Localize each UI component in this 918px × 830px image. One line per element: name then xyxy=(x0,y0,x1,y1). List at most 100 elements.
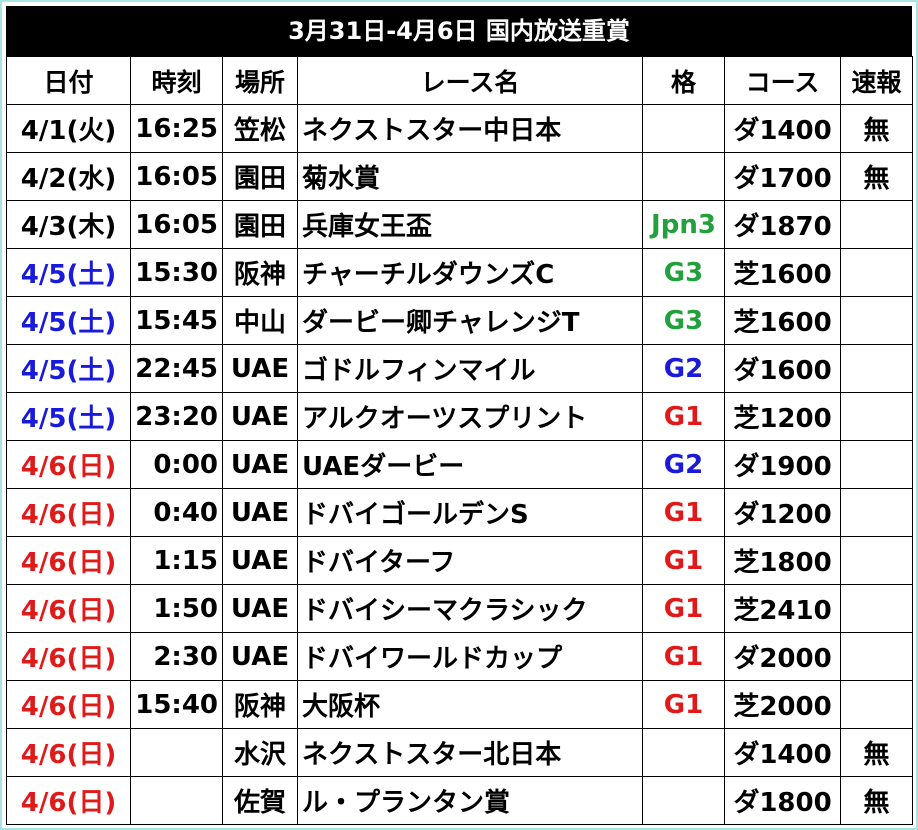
course-cell: ダ1900 xyxy=(724,440,841,489)
venue-cell: UAE xyxy=(222,440,298,489)
race-cell: 兵庫女王盃 xyxy=(297,200,643,249)
table-row: 4/3(木) 16:05 園田 兵庫女王盃 Jpn3 ダ1870 xyxy=(6,200,913,249)
grade-cell: G1 xyxy=(642,536,725,585)
venue-cell: 水沢 xyxy=(222,728,298,777)
note-cell xyxy=(840,296,913,345)
note-cell: 無 xyxy=(840,104,913,153)
venue-cell: UAE xyxy=(222,488,298,537)
course-cell: ダ1600 xyxy=(724,344,841,393)
time-cell: 22:45 xyxy=(130,344,223,393)
grade-cell: G1 xyxy=(642,488,725,537)
table-row: 4/6(日) 1:50 UAE ドバイシーマクラシック G1 芝2410 xyxy=(6,584,913,633)
venue-cell: UAE xyxy=(222,536,298,585)
date-cell: 4/6(日) xyxy=(6,728,131,777)
course-cell: ダ1870 xyxy=(724,200,841,249)
date-cell: 4/5(土) xyxy=(6,344,131,393)
table-row: 4/6(日) 0:00 UAE UAEダービー G2 ダ1900 xyxy=(6,440,913,489)
time-cell: 15:30 xyxy=(130,248,223,297)
race-cell: 菊水賞 xyxy=(297,152,643,201)
note-cell: 無 xyxy=(840,728,913,777)
header-cell: 日付 xyxy=(6,56,131,105)
grade-cell: G1 xyxy=(642,680,725,729)
grade-cell xyxy=(642,152,725,201)
time-cell: 16:25 xyxy=(130,104,223,153)
grade-cell xyxy=(642,104,725,153)
note-cell xyxy=(840,536,913,585)
header-cell: 場所 xyxy=(222,56,298,105)
course-cell: 芝1800 xyxy=(724,536,841,585)
note-cell xyxy=(840,632,913,681)
venue-cell: 笠松 xyxy=(222,104,298,153)
course-cell: ダ2000 xyxy=(724,632,841,681)
race-cell: ドバイゴールデンS xyxy=(297,488,643,537)
grade-cell xyxy=(642,728,725,777)
table-row: 4/6(日) 2:30 UAE ドバイワールドカップ G1 ダ2000 xyxy=(6,632,913,681)
note-cell xyxy=(840,392,913,441)
grade-cell: Jpn3 xyxy=(642,200,725,249)
table-body: 4/1(火) 16:25 笠松 ネクストスター中日本 ダ1400 無 4/2(水) 16:05… xyxy=(6,104,913,825)
course-cell: ダ1200 xyxy=(724,488,841,537)
table-row: 4/6(日) 15:40 阪神 大阪杯 G1 芝2000 xyxy=(6,680,913,729)
title: 3月31日-4月6日 国内放送重賞 xyxy=(6,6,912,56)
date-cell: 4/6(日) xyxy=(6,680,131,729)
table-row: 4/2(水) 16:05 園田 菊水賞 ダ1700 無 xyxy=(6,152,913,201)
note-cell xyxy=(840,584,913,633)
race-cell: ル・プランタン賞 xyxy=(297,776,643,825)
table-row: 4/6(日) 0:40 UAE ドバイゴールデンS G1 ダ1200 xyxy=(6,488,913,537)
venue-cell: UAE xyxy=(222,392,298,441)
table-row: 4/6(日) 1:15 UAE ドバイターフ G1 芝1800 xyxy=(6,536,913,585)
table-row: 4/1(火) 16:25 笠松 ネクストスター中日本 ダ1400 無 xyxy=(6,104,913,153)
table-row: 4/5(土) 22:45 UAE ゴドルフィンマイル G2 ダ1600 xyxy=(6,344,913,393)
header-cell: 速報 xyxy=(840,56,913,105)
date-cell: 4/3(木) xyxy=(6,200,131,249)
header-cell: 時刻 xyxy=(130,56,223,105)
grade-cell: G3 xyxy=(642,248,725,297)
race-cell: アルクオーツスプリント xyxy=(297,392,643,441)
grade-cell: G3 xyxy=(642,296,725,345)
header-cell: レース名 xyxy=(297,56,643,105)
race-cell: ダービー卿チャレンジT xyxy=(297,296,643,345)
note-cell xyxy=(840,248,913,297)
note-cell: 無 xyxy=(840,776,913,825)
date-cell: 4/2(水) xyxy=(6,152,131,201)
header-row: 日付 時刻 場所 レース名格コース 速報 xyxy=(6,56,913,105)
course-cell: 芝1600 xyxy=(724,248,841,297)
time-cell: 15:40 xyxy=(130,680,223,729)
grade-cell: G1 xyxy=(642,392,725,441)
grade-cell: G2 xyxy=(642,440,725,489)
venue-cell: 阪神 xyxy=(222,248,298,297)
date-cell: 4/6(日) xyxy=(6,440,131,489)
time-cell: 0:00 xyxy=(130,440,223,489)
venue-cell: 阪神 xyxy=(222,680,298,729)
header-cell: 格 xyxy=(642,56,725,105)
note-cell xyxy=(840,680,913,729)
note-cell xyxy=(840,488,913,537)
course-cell: ダ1400 xyxy=(724,104,841,153)
venue-cell: 中山 xyxy=(222,296,298,345)
table-row: 4/5(土) 15:45 中山 ダービー卿チャレンジT G3 芝1600 xyxy=(6,296,913,345)
race-cell: UAEダービー xyxy=(297,440,643,489)
date-cell: 4/1(火) xyxy=(6,104,131,153)
venue-cell: UAE xyxy=(222,584,298,633)
table-row: 4/6(日) 水沢 ネクストスター北日本 ダ1400 無 xyxy=(6,728,913,777)
time-cell: 0:40 xyxy=(130,488,223,537)
race-cell: ドバイワールドカップ xyxy=(297,632,643,681)
grade-cell: G2 xyxy=(642,344,725,393)
venue-cell: UAE xyxy=(222,632,298,681)
course-cell: ダ1700 xyxy=(724,152,841,201)
course-cell: 芝2410 xyxy=(724,584,841,633)
note-cell xyxy=(840,440,913,489)
table-row: 4/5(土) 15:30 阪神 チャーチルダウンズC G3 芝1600 xyxy=(6,248,913,297)
course-cell: ダ1800 xyxy=(724,776,841,825)
time-cell: 2:30 xyxy=(130,632,223,681)
note-cell xyxy=(840,344,913,393)
course-cell: 芝1600 xyxy=(724,296,841,345)
header-cell: コース xyxy=(724,56,841,105)
date-cell: 4/5(土) xyxy=(6,392,131,441)
course-cell: 芝1200 xyxy=(724,392,841,441)
race-cell: ゴドルフィンマイル xyxy=(297,344,643,393)
date-cell: 4/6(日) xyxy=(6,776,131,825)
race-cell: ネクストスター北日本 xyxy=(297,728,643,777)
table-row: 4/5(土) 23:20 UAE アルクオーツスプリント G1 芝1200 xyxy=(6,392,913,441)
